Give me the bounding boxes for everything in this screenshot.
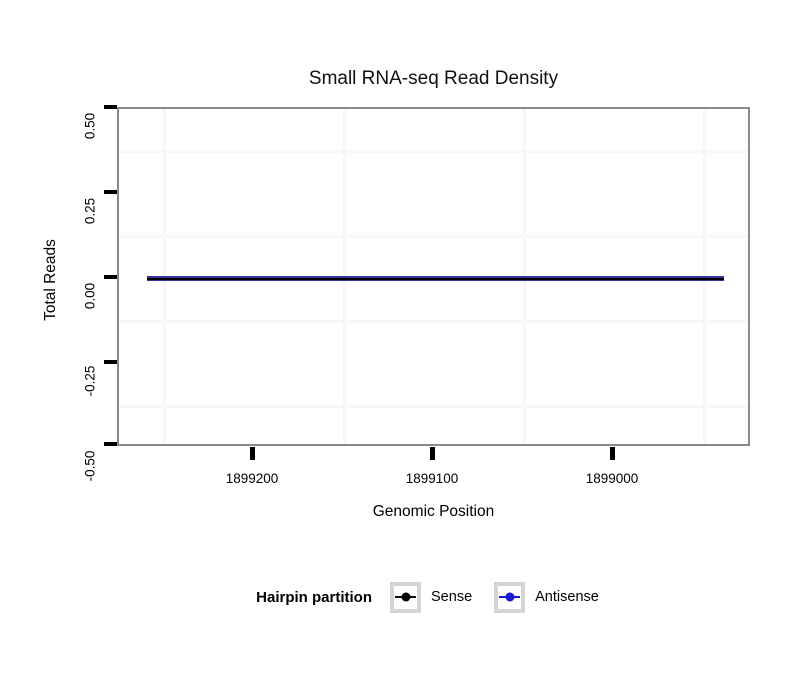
legend-title: Hairpin partition	[256, 588, 373, 606]
y-tick-mark	[104, 442, 117, 446]
y-tick-mark	[104, 190, 117, 194]
x-tick-mark	[430, 447, 435, 460]
gridline-horizontal	[119, 150, 748, 153]
legend-label-antisense: Antisense	[535, 589, 599, 605]
legend-key-sense	[390, 581, 422, 613]
y-tick-label: 0.25	[82, 197, 98, 225]
chart-title: Small RNA-seq Read Density	[308, 68, 559, 89]
x-tick-label: 1899000	[585, 471, 639, 486]
x-tick-label: 1899100	[405, 471, 459, 486]
legend: Hairpin partition Sense Antisense	[117, 580, 750, 614]
y-tick-mark	[104, 359, 117, 364]
legend-label-sense: Sense	[431, 589, 473, 605]
plot-panel	[117, 107, 750, 446]
y-tick-label: 0.50	[82, 112, 98, 140]
antisense-point-icon	[505, 592, 515, 602]
x-axis-title: Genomic Position	[372, 503, 495, 520]
y-tick-label: -0.25	[82, 365, 98, 397]
y-tick-label: -0.50	[82, 450, 98, 482]
gridline-horizontal	[119, 320, 748, 323]
y-axis-title: Total Reads	[42, 239, 59, 321]
y-tick-mark	[104, 275, 117, 279]
y-tick-mark	[104, 105, 117, 109]
x-tick-mark	[610, 447, 615, 460]
gridline-horizontal	[119, 235, 748, 238]
x-tick-label: 1899200	[225, 471, 279, 486]
data-line-antisense	[147, 276, 724, 281]
gridline-horizontal	[119, 405, 748, 408]
data-line-sense	[147, 277, 724, 280]
x-tick-mark	[250, 447, 255, 460]
sense-point-icon	[401, 592, 411, 602]
legend-key-antisense	[494, 581, 526, 613]
y-tick-label: 0.00	[82, 282, 98, 310]
